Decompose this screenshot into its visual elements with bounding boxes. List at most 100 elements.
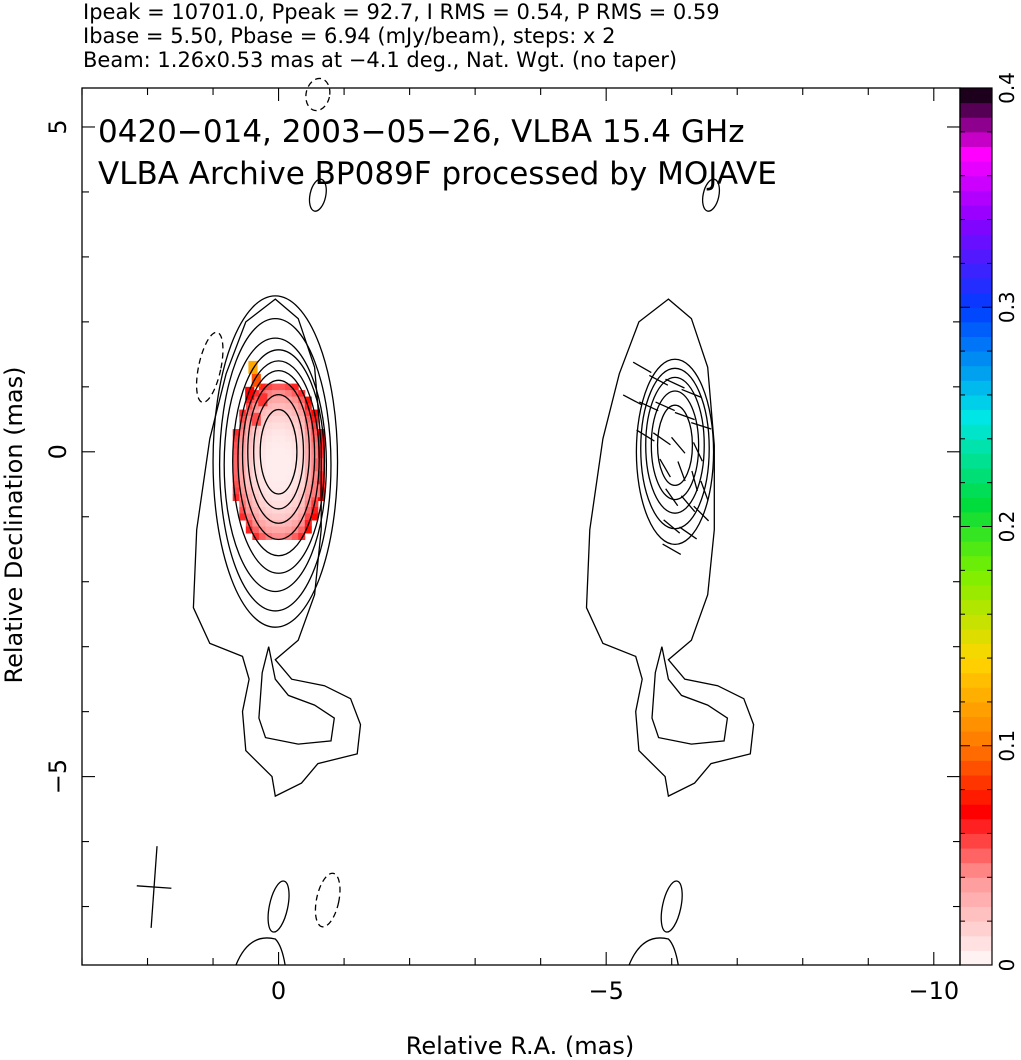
- pol-pixel: [278, 461, 286, 469]
- pol-pixel: [304, 448, 312, 456]
- pol-pixel: [278, 474, 286, 482]
- colorbar-tick-label: 0: [995, 959, 1019, 972]
- pol-pixel: [258, 500, 266, 508]
- noise-contour: [308, 178, 327, 212]
- pol-pixel: [291, 455, 299, 463]
- pol-pixel: [285, 448, 293, 456]
- colorbar-swatch: [960, 848, 992, 864]
- pol-pixel: [251, 412, 261, 426]
- pol-pixel: [258, 520, 266, 527]
- noise-contour: [314, 872, 341, 928]
- colorbar-swatch: [960, 351, 992, 367]
- core-contour: [253, 393, 305, 510]
- pol-vector: [693, 505, 710, 522]
- pol-pixel: [285, 442, 293, 450]
- colorbar-swatch: [960, 570, 992, 586]
- colorbar-swatch: [960, 321, 992, 337]
- pol-pixel: [239, 474, 247, 482]
- pol-pixel: [278, 429, 286, 437]
- pol-pixel: [272, 468, 280, 476]
- pol-pixel: [258, 507, 266, 515]
- pol-pixel: [245, 507, 253, 515]
- pol-pixel: [245, 520, 253, 527]
- pol-pixel: [272, 507, 280, 515]
- colorbar-swatch: [960, 234, 992, 250]
- map-title: 0420−014, 2003−05−26, VLBA 15.4 GHz: [98, 114, 744, 150]
- pol-pixel: [272, 416, 280, 424]
- pol-pixel: [278, 409, 286, 417]
- pol-pixel: [278, 507, 286, 515]
- pol-pixel: [272, 409, 280, 417]
- jet-contour: [651, 646, 729, 745]
- polarized-intensity-map: [232, 360, 325, 540]
- core-contour: [650, 390, 700, 501]
- colorbar-tick-label: 0.4: [995, 72, 1019, 104]
- pol-pixel: [311, 468, 319, 476]
- pol-pixel: [304, 513, 312, 521]
- pol-pixel: [258, 393, 268, 407]
- pol-vector: [680, 495, 696, 513]
- pol-pixel: [272, 403, 280, 411]
- pol-pixel: [291, 507, 299, 515]
- pol-pixel: [258, 448, 266, 456]
- x-tick-label: −10: [908, 977, 959, 1005]
- pol-pixel: [245, 416, 253, 424]
- pol-pixel: [298, 507, 306, 515]
- pol-pixel: [311, 435, 319, 443]
- pol-pixel: [304, 507, 312, 515]
- pol-pixel: [252, 500, 260, 508]
- pol-pixel: [304, 487, 312, 495]
- pol-pixel: [265, 442, 273, 450]
- pol-pixel: [232, 474, 240, 482]
- pol-pixel: [298, 442, 306, 450]
- pol-pixel: [278, 526, 286, 534]
- colorbar-swatch: [960, 468, 992, 484]
- pol-pixel: [272, 474, 280, 482]
- pol-vector: [622, 394, 642, 406]
- colorbar-swatch: [960, 687, 992, 703]
- pol-vector: [674, 411, 695, 421]
- pol-pixel: [278, 448, 286, 456]
- pol-pixel: [265, 435, 273, 443]
- pol-pixel: [245, 481, 253, 489]
- pol-pixel: [252, 532, 260, 540]
- pol-pixel: [291, 494, 299, 502]
- colorbar-swatch: [960, 511, 992, 527]
- colorbar-swatch: [960, 731, 992, 747]
- pol-pixel: [252, 468, 260, 476]
- colorbar-swatch: [960, 599, 992, 615]
- pol-pixel: [272, 383, 280, 391]
- pol-pixel: [298, 481, 306, 489]
- core-contour: [656, 404, 694, 487]
- pol-pixel: [245, 448, 253, 456]
- pol-pixel: [232, 435, 240, 443]
- colorbar-swatch: [960, 307, 992, 323]
- pol-pixel: [272, 435, 280, 443]
- pol-vector: [700, 480, 709, 501]
- pol-pixel: [278, 468, 286, 476]
- pol-pixel: [252, 448, 260, 456]
- pol-pixel: [298, 474, 306, 482]
- pol-pixel: [278, 500, 286, 508]
- pol-vector: [665, 378, 685, 389]
- pol-pixel: [232, 494, 240, 502]
- pol-pixel: [265, 455, 273, 463]
- pol-pixel: [298, 422, 306, 430]
- pol-vector: [652, 432, 671, 446]
- pol-pixel: [252, 526, 260, 534]
- pol-pixel: [298, 409, 306, 417]
- colorbar-swatch: [960, 161, 992, 177]
- pol-pixel: [272, 461, 280, 469]
- colorbar-swatch: [960, 541, 992, 557]
- pol-pixel: [252, 442, 260, 450]
- pol-pixel: [291, 500, 299, 508]
- pol-pixel: [258, 442, 266, 450]
- pol-pixel: [272, 396, 280, 404]
- pol-pixel: [232, 448, 240, 456]
- pol-pixel: [248, 360, 258, 374]
- pol-pixel: [265, 481, 273, 489]
- pol-pixel: [311, 513, 319, 521]
- pol-pixel: [285, 474, 293, 482]
- pol-vector: [691, 421, 712, 430]
- colorbar-swatch: [960, 774, 992, 791]
